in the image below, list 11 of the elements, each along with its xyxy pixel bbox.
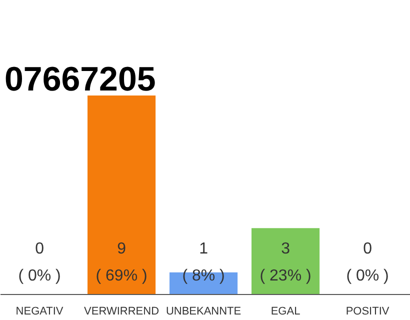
data-label: 3 ( 23% ) [260,240,312,285]
x-tick-label: POSITIV [346,306,390,318]
x-tick-label: EGAL [270,306,300,318]
data-label: 0 ( 0% ) [18,240,61,285]
data-label: 1 ( 8% ) [182,240,225,285]
x-tick-label: UNBEKANNTE [166,306,242,318]
x-tick-label: NEGATIV [16,306,64,318]
data-label: 9 ( 69% ) [96,240,148,285]
chart-title: 07667205 [4,60,156,98]
data-label: 0 ( 0% ) [346,240,389,285]
x-tick-label: VERWIRREND [84,306,160,318]
